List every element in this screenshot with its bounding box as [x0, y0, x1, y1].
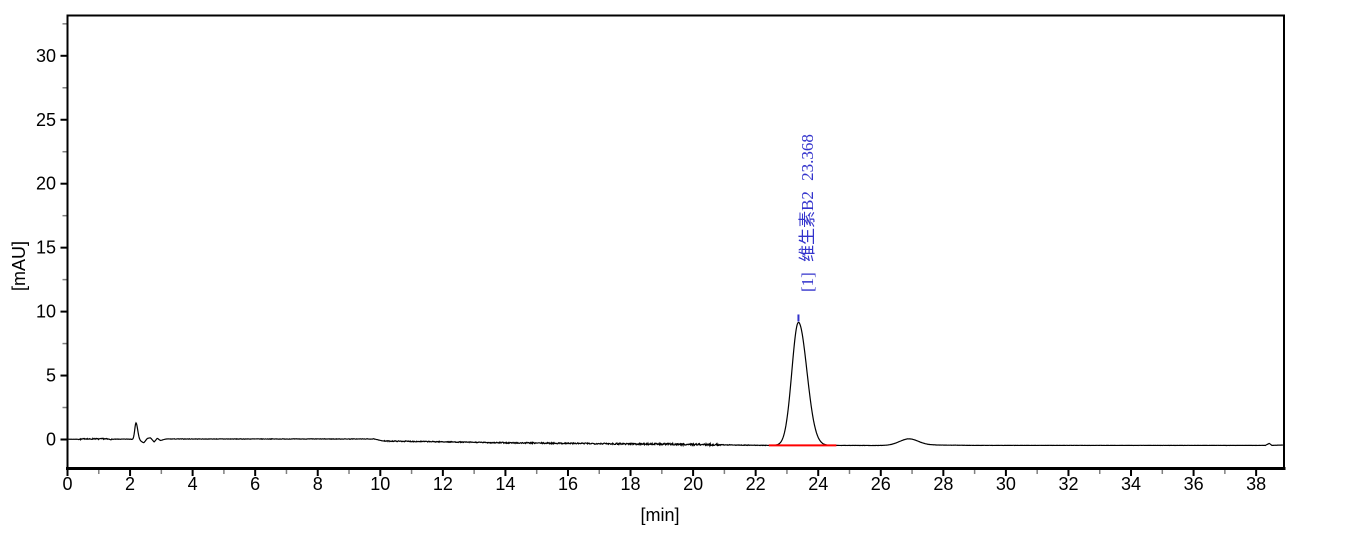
svg-text:0: 0 [62, 474, 72, 494]
svg-text:20: 20 [683, 474, 703, 494]
svg-text:38: 38 [1246, 474, 1266, 494]
svg-text:5: 5 [46, 366, 56, 386]
svg-text:8: 8 [313, 474, 323, 494]
trace-line [67, 321, 1284, 448]
svg-text:15: 15 [36, 238, 56, 258]
svg-text:30: 30 [996, 474, 1016, 494]
y-axis-title: [mAU] [9, 240, 29, 291]
svg-text:25: 25 [36, 110, 56, 130]
svg-text:36: 36 [1184, 474, 1204, 494]
svg-text:24: 24 [808, 474, 828, 494]
svg-text:20: 20 [36, 174, 56, 194]
svg-text:2: 2 [125, 474, 135, 494]
svg-text:34: 34 [1121, 474, 1141, 494]
x-axis-title: [min] [640, 505, 680, 525]
x-ticks [66, 470, 1258, 476]
y-tick-labels: 0 5 10 15 20 25 30 [36, 46, 56, 450]
svg-text:4: 4 [188, 474, 198, 494]
peak-label: [1] 维生素B2 23.368 [798, 134, 817, 292]
svg-text:10: 10 [370, 474, 390, 494]
svg-text:18: 18 [621, 474, 641, 494]
svg-text:14: 14 [495, 474, 515, 494]
y-ticks [60, 23, 67, 441]
svg-text:30: 30 [36, 46, 56, 66]
svg-text:26: 26 [871, 474, 891, 494]
x-tick-labels: 0 2 4 6 8 10 12 14 16 18 20 22 24 26 28 30 32 34 36 38 [62, 474, 1266, 494]
svg-text:16: 16 [558, 474, 578, 494]
svg-text:12: 12 [433, 474, 453, 494]
svg-text:32: 32 [1058, 474, 1078, 494]
svg-text:0: 0 [46, 430, 56, 450]
svg-text:10: 10 [36, 302, 56, 322]
svg-text:22: 22 [746, 474, 766, 494]
axis-frame [66, 14, 1286, 470]
svg-text:28: 28 [933, 474, 953, 494]
svg-text:6: 6 [250, 474, 260, 494]
